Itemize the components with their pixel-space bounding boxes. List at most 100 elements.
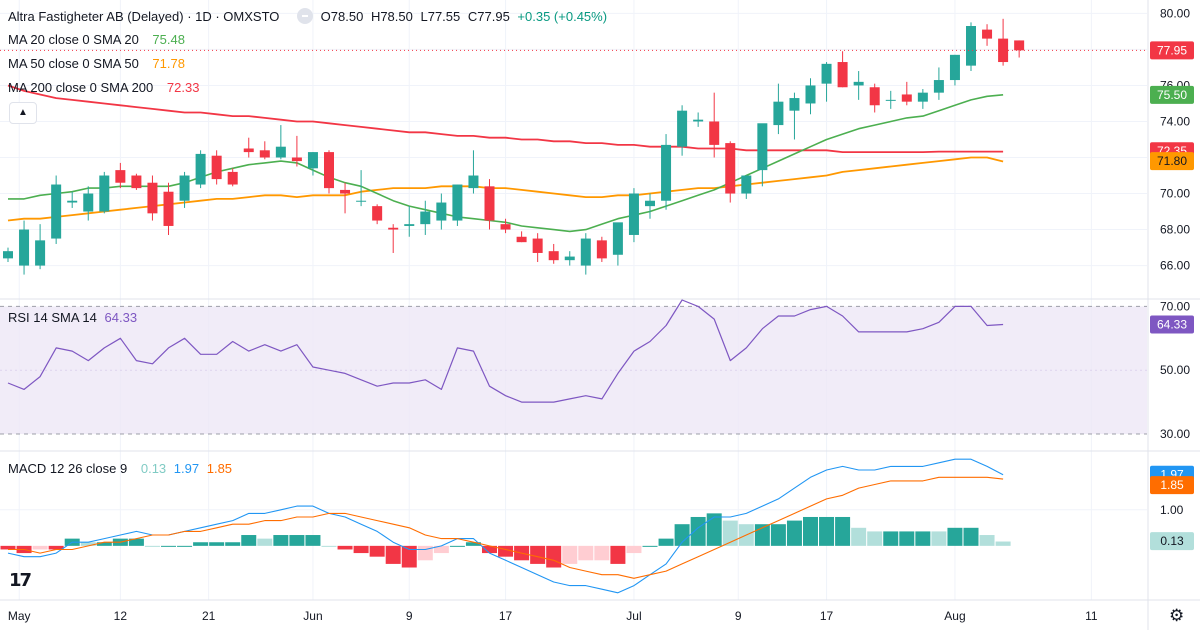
signal-badge-bg [1150, 476, 1194, 495]
ma200-label: MA 200 close 0 SMA 200 [8, 80, 154, 95]
rsi-badge-bg [1150, 315, 1194, 334]
macd-histogram-bar [401, 545, 417, 568]
ma200-legend[interactable]: MA 200 close 0 SMA 200 72.33 [8, 80, 203, 96]
candle-body [452, 184, 463, 221]
macd-histogram-bar [241, 535, 257, 546]
ma200-line [7, 84, 1004, 154]
price-tick-label: 68.00 [1160, 223, 1190, 237]
time-tick-label: Jul [626, 609, 641, 623]
rsi-legend[interactable]: RSI 14 SMA 14 64.33 [8, 310, 141, 326]
candle-body [131, 175, 142, 189]
price-tick-label: 70.00 [1160, 187, 1190, 201]
candle-body [757, 123, 768, 171]
macd-histogram-bar [369, 545, 385, 557]
macd-histogram-bar [642, 545, 658, 547]
candle-body [645, 200, 655, 207]
candle-body [805, 85, 816, 104]
ohlc-high: H78.50 [370, 9, 413, 24]
time-tick-label: Jun [303, 609, 322, 623]
macd-histogram-bar [449, 545, 465, 547]
rsi-band [0, 306, 1147, 435]
candle-body [885, 99, 896, 101]
macd-histogram-bar [273, 535, 289, 546]
ma50-line [7, 156, 1004, 222]
candle-body [982, 29, 993, 39]
macd-histogram-bar [947, 527, 963, 546]
symbol-title[interactable]: Altra Fastigheter AB (Delayed) · 1D · OM… [8, 9, 280, 24]
candle-body [436, 202, 447, 221]
macd-legend[interactable]: MACD 12 26 close 9 0.13 1.97 1.85 [8, 461, 236, 477]
candle-body [580, 238, 591, 266]
macd-histogram-bar [706, 513, 722, 546]
candle-body [404, 224, 415, 226]
tradingview-logo[interactable]: 17 [9, 570, 32, 591]
macd-histogram-bar [80, 542, 96, 546]
macd-histogram-bar [321, 545, 337, 547]
macd-histogram-bar [32, 545, 48, 550]
time-tick-label: 11 [1085, 609, 1098, 623]
ma50-legend[interactable]: MA 50 close 0 SMA 50 71.78 [8, 56, 189, 72]
time-tick-label: 17 [820, 609, 834, 623]
candle-body [227, 171, 238, 185]
candle-body [741, 175, 752, 194]
candle-body [19, 229, 30, 266]
macd-histogram-bar [0, 545, 16, 550]
macd-histogram-bar [931, 531, 947, 546]
macd-histogram-bar [257, 538, 273, 546]
candle-body [516, 236, 527, 243]
eye-icon[interactable] [297, 8, 314, 24]
macd-histogram-bar [225, 542, 241, 546]
macd-histogram-bar [546, 545, 562, 568]
rsi-value: 64.33 [104, 310, 138, 325]
time-tick-label: 12 [114, 609, 128, 623]
signal-line [8, 476, 1004, 579]
ma20-badge: 75.50 [1157, 88, 1187, 102]
candle-body [901, 94, 912, 102]
macd-histogram-bar [48, 545, 64, 550]
rsi-line [7, 299, 1004, 403]
macd-histogram-bar [128, 538, 144, 546]
collapse-legend-button[interactable]: ▲ [9, 102, 37, 124]
price-tick-label: 74.00 [1160, 114, 1190, 128]
macd-tick-label: 1.00 [1160, 503, 1184, 517]
candle-body [837, 62, 848, 88]
macd-histogram-bar [433, 545, 449, 554]
candle-body [917, 92, 928, 102]
time-tick-label: 21 [202, 609, 216, 623]
candle-body [115, 170, 126, 183]
macd-histogram-bar [979, 535, 995, 546]
gear-icon[interactable]: ⚙ [1169, 606, 1185, 625]
candle-body [420, 211, 431, 225]
ma20-legend[interactable]: MA 20 close 0 SMA 20 75.48 [8, 32, 189, 48]
ohlc-change: +0.35 (+0.45%) [517, 9, 608, 24]
candle-body [372, 206, 383, 221]
macd-hist-badge: 0.13 [1160, 534, 1184, 548]
time-tick-label: 9 [735, 609, 742, 623]
candle-body [275, 146, 286, 158]
macd-signal-value: 1.85 [206, 461, 233, 476]
signal-badge: 1.85 [1160, 478, 1184, 492]
macd-histogram-bar [594, 545, 610, 561]
candle-body [789, 98, 800, 111]
candle-body [51, 184, 62, 239]
macd-histogram-bar [482, 545, 497, 554]
symbol-legend: Altra Fastigheter AB (Delayed) · 1D · OM… [8, 8, 611, 25]
time-tick-label: Aug [944, 609, 965, 623]
ma50-label: MA 50 close 0 SMA 50 [8, 56, 139, 71]
time-tick-label: 17 [499, 609, 513, 623]
macd-histogram-bar [289, 535, 305, 546]
candle-body [468, 175, 479, 189]
candle-body [356, 200, 367, 202]
candle-body [628, 193, 639, 235]
price-tick-label: 80.00 [1160, 6, 1190, 20]
rsi-label: RSI 14 SMA 14 [8, 310, 97, 325]
candle-body [821, 63, 832, 84]
macd-histogram-bar [770, 524, 786, 546]
candle-body [693, 119, 704, 122]
macd-histogram-bar [530, 545, 546, 564]
macd-histogram-bar [915, 531, 931, 546]
candle-body [532, 238, 543, 253]
macd-histogram-bar [465, 542, 481, 546]
macd-histogram-bar [353, 545, 369, 554]
